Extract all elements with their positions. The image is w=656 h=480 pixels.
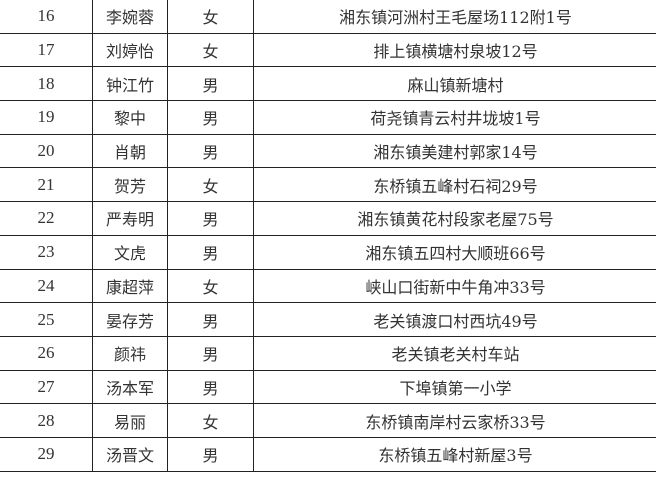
table-row: 17 刘婷怡女排上镇横塘村泉坡12号 [0, 32, 656, 68]
gender-cell: 女 [167, 268, 254, 304]
row-number-cell: 21 [0, 167, 93, 203]
table-row: 19 黎中男荷尧镇青云村井垅坡1号 [0, 100, 656, 135]
address-cell: 荷尧镇青云村井垅坡1号 [253, 100, 656, 135]
gender-cell: 男 [167, 369, 254, 405]
person-name-cell: 刘婷怡 [92, 32, 168, 68]
row-number-cell: 26 [0, 335, 93, 371]
row-number-cell: 25 [0, 302, 93, 337]
row-number-cell: 27 [0, 369, 93, 405]
table-row: 23 文虎男湘东镇五四村大顺班66号 [0, 234, 656, 270]
person-name-cell: 贺芳 [92, 167, 168, 203]
row-number-cell: 22 [0, 201, 93, 236]
gender-cell: 男 [167, 335, 254, 371]
gender-cell: 男 [167, 436, 254, 472]
person-name-cell: 汤本军 [92, 369, 168, 405]
row-number-cell: 18 [0, 66, 93, 102]
gender-cell: 男 [167, 133, 254, 169]
row-number-cell: 24 [0, 268, 93, 304]
row-number-cell: 29 [0, 436, 93, 472]
gender-cell: 男 [167, 201, 254, 236]
person-name-cell: 颜祎 [92, 335, 168, 371]
address-cell: 峡山口街新中牛角冲33号 [253, 268, 656, 304]
address-cell: 排上镇横塘村泉坡12号 [253, 32, 656, 68]
gender-cell: 女 [167, 167, 254, 203]
table-row: 26 颜祎男老关镇老关村车站 [0, 335, 656, 371]
row-number-cell: 17 [0, 32, 93, 68]
address-cell: 湘东镇河洲村王毛屋场112附1号 [253, 0, 656, 34]
row-number-cell: 16 [0, 0, 93, 34]
address-cell: 湘东镇美建村郭家14号 [253, 133, 656, 169]
person-name-cell: 易丽 [92, 403, 168, 438]
table-row: 28 易丽女东桥镇南岸村云家桥33号 [0, 403, 656, 438]
person-name-cell: 严寿明 [92, 201, 168, 236]
address-cell: 湘东镇五四村大顺班66号 [253, 234, 656, 270]
gender-cell: 男 [167, 100, 254, 135]
table-row: 21 贺芳女东桥镇五峰村石祠29号 [0, 167, 656, 203]
person-name-cell: 肖朝 [92, 133, 168, 169]
table-row: 25 晏存芳男老关镇渡口村西坑49号 [0, 302, 656, 337]
address-cell: 东桥镇五峰村石祠29号 [253, 167, 656, 203]
address-cell: 东桥镇南岸村云家桥33号 [253, 403, 656, 438]
address-cell: 麻山镇新塘村 [253, 66, 656, 102]
person-name-cell: 黎中 [92, 100, 168, 135]
row-number-cell: 19 [0, 100, 93, 135]
address-cell: 老关镇渡口村西坑49号 [253, 302, 656, 337]
gender-cell: 女 [167, 32, 254, 68]
table-row: 29 汤晋文男东桥镇五峰村新屋3号 [0, 436, 656, 472]
table-row: 27 汤本军男下埠镇第一小学 [0, 369, 656, 405]
person-name-cell: 晏存芳 [92, 302, 168, 337]
gender-cell: 男 [167, 234, 254, 270]
table-row: 20 肖朝男湘东镇美建村郭家14号 [0, 133, 656, 169]
person-name-cell: 文虎 [92, 234, 168, 270]
gender-cell: 男 [167, 302, 254, 337]
address-cell: 老关镇老关村车站 [253, 335, 656, 371]
person-name-cell: 钟江竹 [92, 66, 168, 102]
table-row: 18 钟江竹男麻山镇新塘村 [0, 66, 656, 102]
address-cell: 湘东镇黄花村段家老屋75号 [253, 201, 656, 236]
person-name-cell: 汤晋文 [92, 436, 168, 472]
table-row: 16 李婉蓉女湘东镇河洲村王毛屋场112附1号 [0, 0, 656, 34]
row-number-cell: 28 [0, 403, 93, 438]
gender-cell: 女 [167, 403, 254, 438]
person-name-cell: 李婉蓉 [92, 0, 168, 34]
gender-cell: 男 [167, 66, 254, 102]
person-name-cell: 康超萍 [92, 268, 168, 304]
table-row: 24 康超萍女峡山口街新中牛角冲33号 [0, 268, 656, 304]
address-cell: 下埠镇第一小学 [253, 369, 656, 405]
table-row: 22 严寿明男湘东镇黄花村段家老屋75号 [0, 201, 656, 236]
row-number-cell: 23 [0, 234, 93, 270]
row-number-cell: 20 [0, 133, 93, 169]
address-cell: 东桥镇五峰村新屋3号 [253, 436, 656, 472]
gender-cell: 女 [167, 0, 254, 34]
